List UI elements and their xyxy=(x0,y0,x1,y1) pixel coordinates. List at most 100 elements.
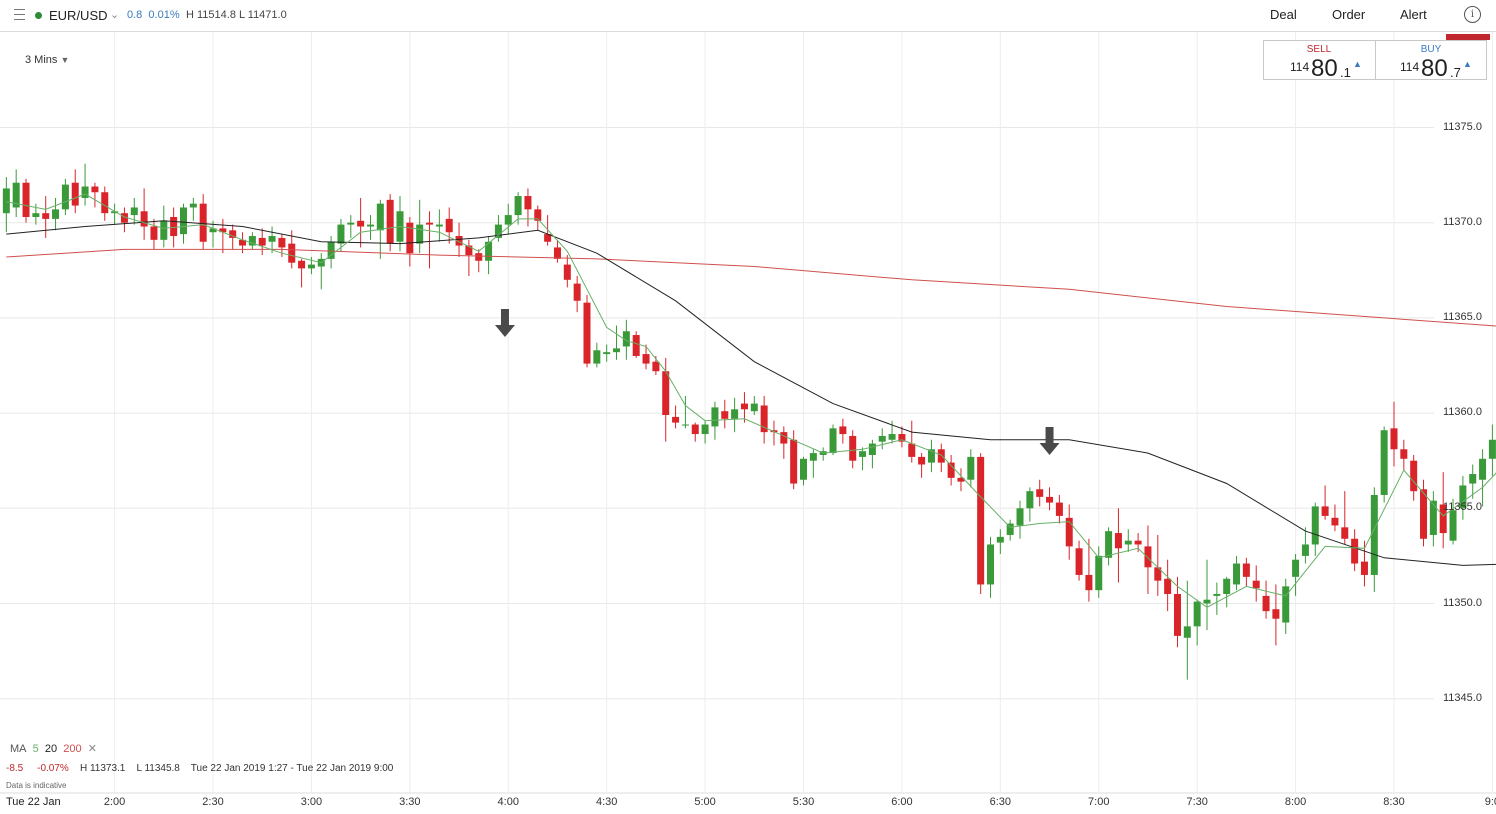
candle-up xyxy=(829,424,837,455)
candle-down xyxy=(1272,584,1280,646)
x-tick-label: 2:30 xyxy=(202,796,224,808)
candle-body xyxy=(1410,460,1418,492)
candle-up xyxy=(1449,498,1457,545)
x-tick-label: 6:30 xyxy=(989,796,1012,808)
candle-up xyxy=(248,232,256,250)
candle-down xyxy=(1252,565,1260,602)
candle-body xyxy=(898,434,906,442)
candle-up xyxy=(416,199,424,254)
candle-up xyxy=(366,215,374,240)
timeframe-selector[interactable]: 3 Mins ▼ xyxy=(25,54,69,66)
indicative-note: Data is indicative xyxy=(6,781,67,790)
candle-up xyxy=(179,203,187,244)
candle-up xyxy=(485,236,493,275)
candle-body xyxy=(957,477,965,482)
y-tick-label: 11355.0 xyxy=(1443,501,1482,514)
candle-body xyxy=(91,186,99,193)
candle-body xyxy=(278,237,286,248)
sell-label: SELL xyxy=(1306,44,1332,55)
candle-body xyxy=(101,192,109,214)
alert-button[interactable]: Alert xyxy=(1400,7,1427,22)
candle-body xyxy=(179,207,187,235)
candle-body xyxy=(701,424,709,435)
close-icon[interactable]: ✕ xyxy=(87,743,97,755)
x-tick-label: 7:00 xyxy=(1088,796,1110,808)
candle-up xyxy=(1479,449,1487,507)
candle-body xyxy=(1154,567,1162,581)
instrument-symbol[interactable]: EUR/USD xyxy=(49,8,108,23)
candle-body xyxy=(583,302,591,364)
buy-price-tail: .7 xyxy=(1450,65,1461,80)
candle-body xyxy=(760,405,768,433)
info-icon[interactable]: i xyxy=(1464,6,1481,23)
candle-down xyxy=(563,255,571,288)
range-low: L 11345.8 xyxy=(136,763,180,774)
candle-up xyxy=(1026,487,1034,522)
candle-body xyxy=(927,449,935,463)
ma-legend: MA 5 20 200 ✕ xyxy=(10,742,97,755)
candle-down xyxy=(957,468,965,492)
x-tick-label: 2:00 xyxy=(103,796,126,808)
candle-up xyxy=(701,420,709,444)
candle-up xyxy=(1016,500,1024,539)
candle-down xyxy=(760,395,768,444)
sell-button[interactable]: SELL 114 80 .1 ▲ xyxy=(1264,41,1374,82)
candle-body xyxy=(219,228,227,233)
candle-body xyxy=(1370,494,1378,575)
current-price-badge xyxy=(1436,405,1490,422)
candle-up xyxy=(189,197,197,221)
candle-up xyxy=(809,449,817,478)
candle-body xyxy=(1065,517,1073,547)
chevron-down-icon[interactable]: ⌄ xyxy=(110,9,120,21)
candle-down xyxy=(258,228,266,256)
candle-body xyxy=(524,196,532,210)
deal-button[interactable]: Deal xyxy=(1270,7,1297,22)
candle-body xyxy=(1233,563,1241,585)
candle-body xyxy=(622,331,630,347)
candle-body xyxy=(199,203,207,242)
candle-body xyxy=(672,416,680,423)
candle-body xyxy=(859,451,867,457)
x-tick-label: 8:00 xyxy=(1284,796,1307,808)
down-arrow-annotation xyxy=(494,308,515,337)
candle-body xyxy=(298,260,306,269)
ma-label: MA xyxy=(10,743,27,755)
hamburger-menu-icon[interactable] xyxy=(14,9,25,20)
candle-body xyxy=(1321,506,1329,516)
order-button[interactable]: Order xyxy=(1332,7,1366,22)
buy-uptick-icon: ▲ xyxy=(1463,59,1472,69)
candle-body xyxy=(1390,428,1398,450)
candle-up xyxy=(81,163,89,206)
sell-price-tail: .1 xyxy=(1340,65,1351,80)
candle-body xyxy=(1262,595,1270,612)
candle-body xyxy=(1164,578,1172,594)
candle-down xyxy=(1173,576,1181,648)
candle-up xyxy=(1233,555,1241,591)
candle-up xyxy=(1370,487,1378,593)
change-percent: 0.01% xyxy=(148,9,180,21)
candle-body xyxy=(740,403,748,410)
candle-up xyxy=(268,226,276,254)
candle-body xyxy=(347,222,355,225)
candle-down xyxy=(573,276,581,313)
candle-up xyxy=(1183,580,1191,680)
y-tick-label: 11350.0 xyxy=(1443,596,1482,609)
candle-down xyxy=(524,188,532,227)
candle-up xyxy=(61,178,69,216)
candle-down xyxy=(199,194,207,250)
candle-up xyxy=(1488,424,1496,476)
candle-up xyxy=(317,253,325,290)
candle-up xyxy=(868,439,876,469)
candle-up xyxy=(681,395,689,429)
candle-up xyxy=(160,205,168,248)
candle-body xyxy=(996,536,1004,543)
candle-down xyxy=(721,399,729,429)
candle-up xyxy=(327,236,335,269)
buy-button[interactable]: BUY 114 80 .7 ▲ xyxy=(1375,41,1486,82)
candle-body xyxy=(1429,500,1437,535)
candle-up xyxy=(1292,553,1300,596)
candle-body xyxy=(1272,609,1280,619)
candle-body xyxy=(239,239,247,246)
candle-down xyxy=(918,453,926,478)
